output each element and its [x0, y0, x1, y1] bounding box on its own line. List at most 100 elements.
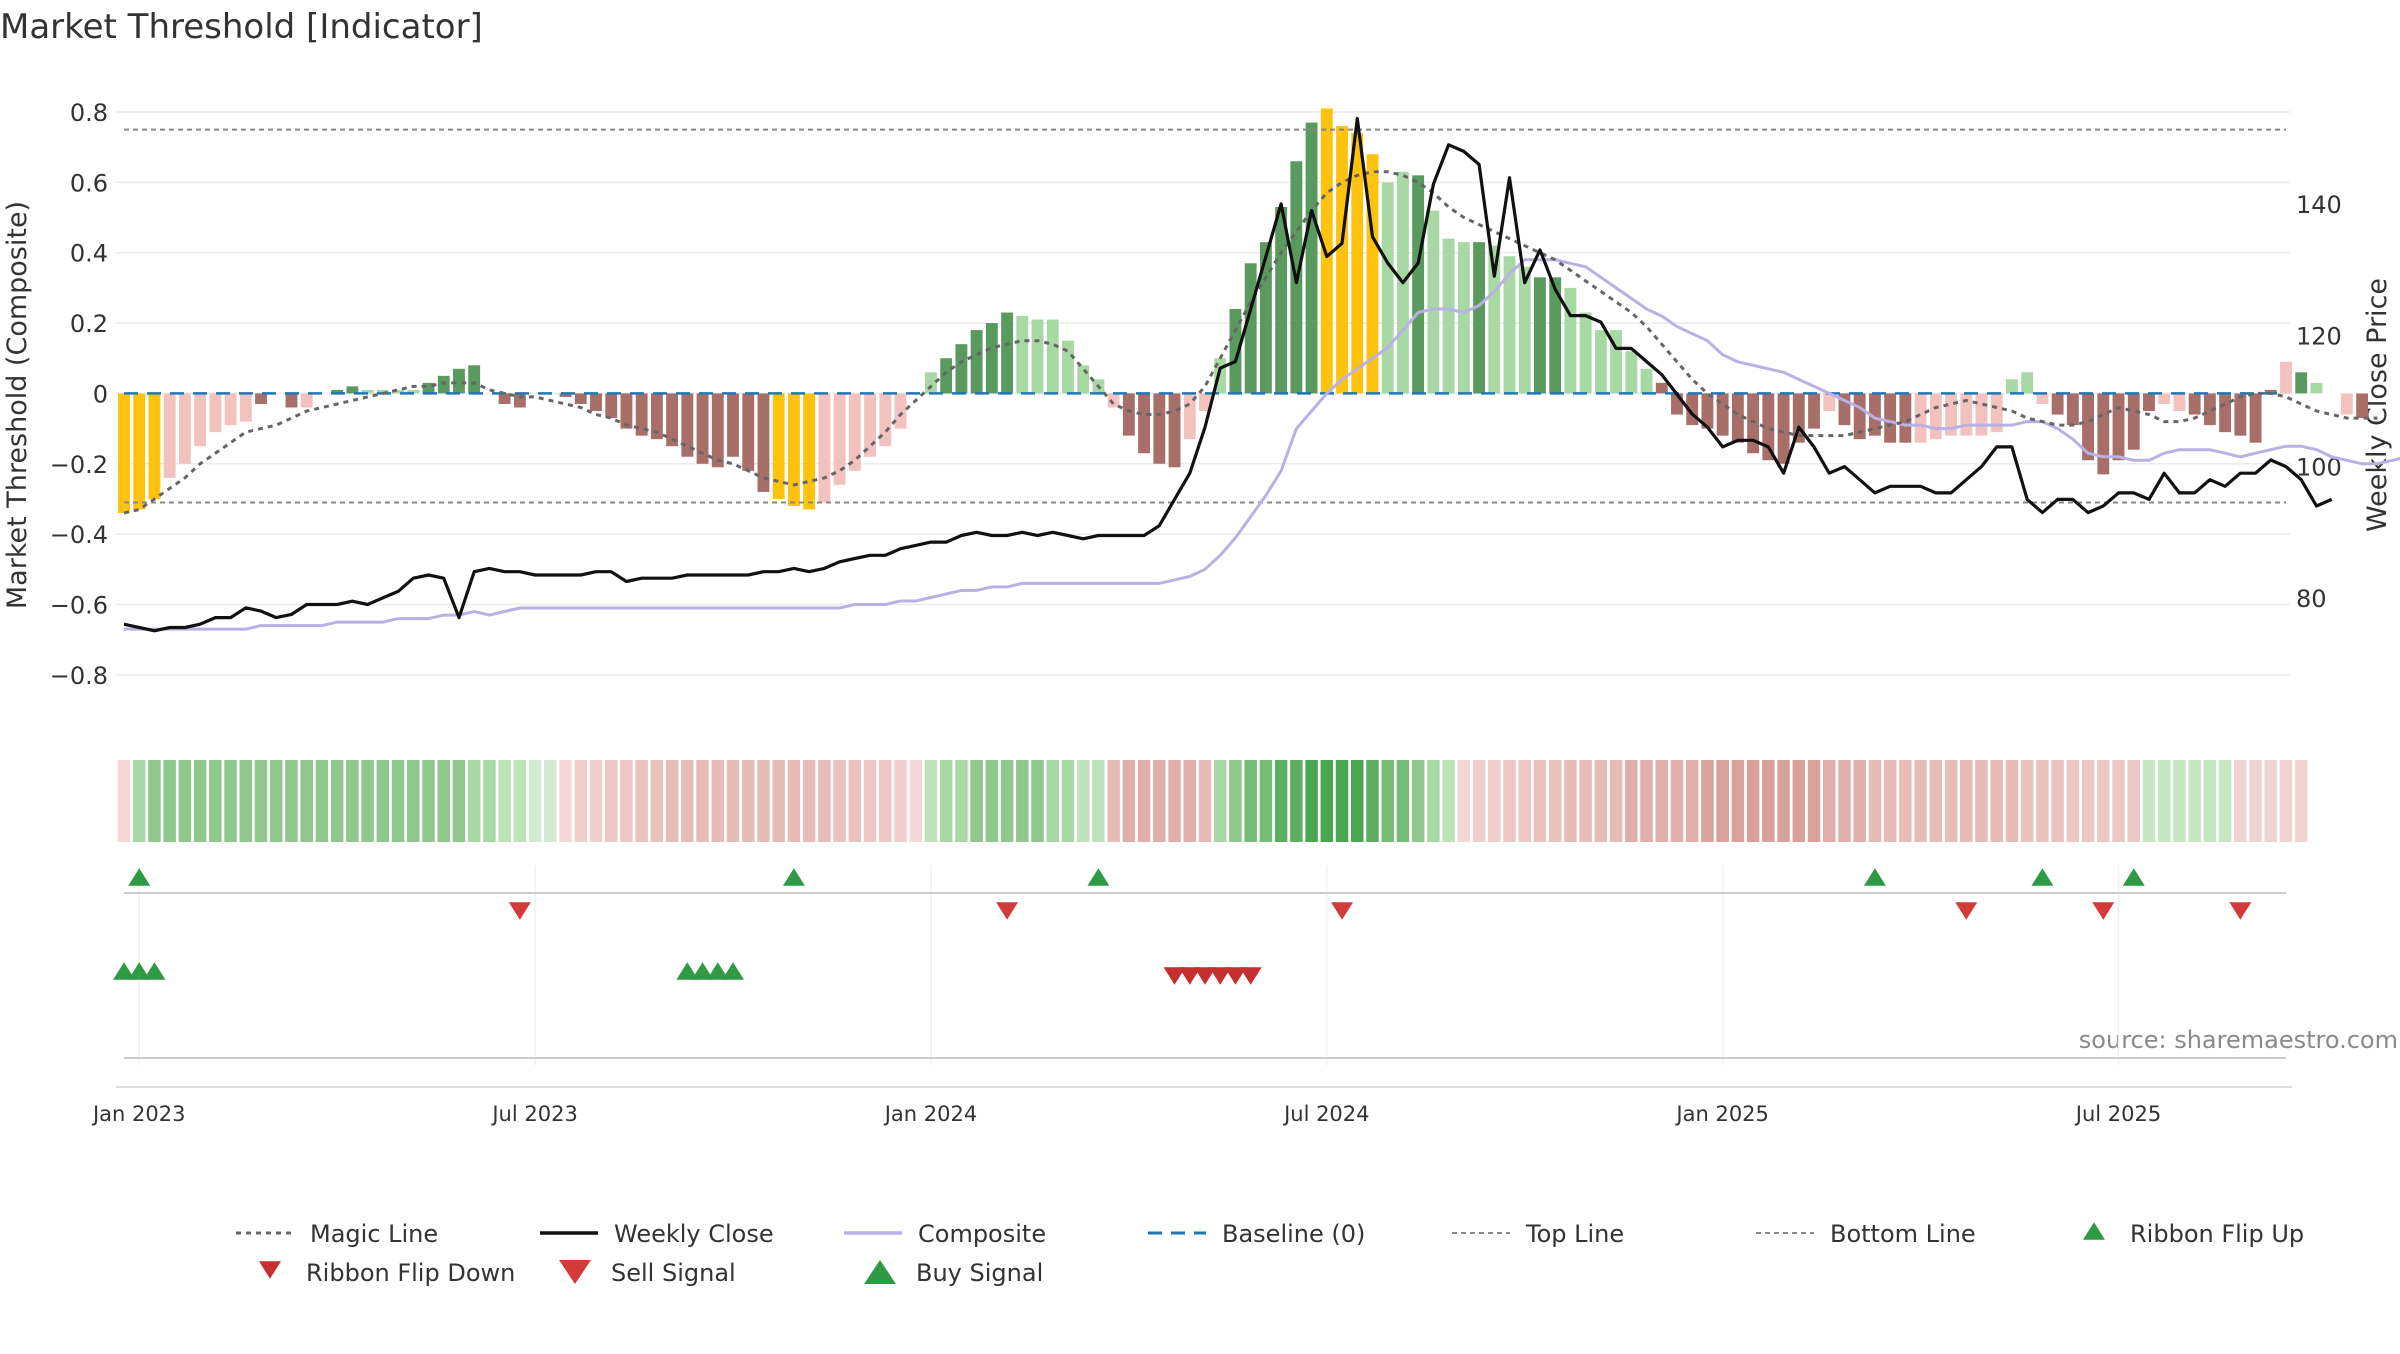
ribbon-cell — [848, 760, 862, 842]
composite-bar — [498, 393, 511, 404]
ribbon-cell — [2142, 760, 2156, 842]
y-left-tick-label: 0.4 — [70, 240, 108, 268]
composite-bar — [605, 393, 618, 419]
ribbon-cell — [574, 760, 588, 842]
composite-bar — [635, 393, 648, 436]
ribbon-cell — [1244, 760, 1257, 842]
composite-bar — [650, 393, 663, 440]
ribbon-cell — [1061, 760, 1075, 842]
ribbon-cell — [1640, 760, 1653, 842]
composite-bar — [178, 393, 191, 464]
composite-bar — [727, 393, 739, 457]
ribbon-cell — [1883, 760, 1897, 842]
legend-label-magic: Magic Line — [310, 1220, 438, 1248]
legend-item-bottom: Bottom Line — [1756, 1220, 1976, 1248]
composite-bar — [453, 368, 465, 394]
ribbon-cell — [2081, 760, 2095, 842]
legend-item-magic: Magic Line — [236, 1220, 438, 1248]
legend-label-flipdown: Ribbon Flip Down — [306, 1259, 515, 1287]
legend-label-top: Top Line — [1525, 1220, 1624, 1248]
composite-bar — [1107, 393, 1120, 408]
ribbon-cell — [1198, 760, 1212, 842]
ribbon-cell — [787, 760, 801, 842]
ribbon-cell — [224, 760, 237, 842]
composite-bar — [2280, 361, 2292, 394]
composite-bar — [1838, 393, 1851, 426]
buy-signal-marker — [128, 868, 151, 886]
y-left-tick-label: −0.2 — [50, 451, 108, 479]
ribbon-cell — [1929, 760, 1943, 842]
ribbon-cell — [437, 760, 450, 842]
ribbon-cell — [2279, 760, 2293, 842]
composite-bar — [2188, 393, 2201, 415]
ribbon-cell — [1655, 760, 1669, 842]
ribbon-cell — [1305, 760, 1318, 842]
ribbon-cell — [604, 760, 618, 842]
legend-label-buy: Buy Signal — [916, 1259, 1043, 1287]
composite-bar — [970, 330, 983, 394]
composite-bar — [1899, 393, 1912, 443]
ribbon-cell — [1899, 760, 1912, 842]
ribbon-cell — [985, 760, 999, 842]
composite-bar — [2295, 372, 2308, 394]
legend-label-baseline: Baseline (0) — [1222, 1220, 1365, 1248]
composite-line — [124, 258, 2400, 631]
composite-bar — [1610, 330, 1623, 394]
ribbon-flip-up-marker — [676, 962, 699, 980]
ribbon-cell — [955, 760, 968, 842]
ribbon-cell — [1153, 760, 1166, 842]
composite-bar — [407, 389, 420, 394]
ribbon-cell — [1914, 760, 1927, 842]
composite-bar — [1153, 393, 1166, 464]
ribbon-cell — [1411, 760, 1425, 842]
ribbon-cell — [1731, 760, 1745, 842]
composite-bar — [1229, 309, 1242, 394]
x-tick-label: Jan 2023 — [91, 1102, 186, 1126]
ribbon-cell — [1351, 760, 1364, 842]
source-credit: source: sharemaestro.com — [2079, 1026, 2398, 1054]
ribbon-cell — [1381, 760, 1394, 842]
composite-bar — [1488, 245, 1501, 394]
composite-bar — [1777, 393, 1790, 464]
ribbon-cell — [361, 760, 374, 842]
composite-bar — [2036, 393, 2049, 404]
y-right-tick-label: 80 — [2296, 585, 2327, 613]
composite-bar — [1199, 393, 1211, 412]
ribbon-cell — [1137, 760, 1151, 842]
composite-bar — [1686, 393, 1699, 426]
ribbon-cell — [1548, 760, 1562, 842]
ribbon-cell — [1990, 760, 2003, 842]
ribbon-cell — [1518, 760, 1531, 842]
composite-bar — [894, 393, 907, 429]
composite-bar — [848, 393, 861, 471]
ribbon-cell — [209, 760, 222, 842]
legend-label-composite: Composite — [918, 1220, 1046, 1248]
composite-bar — [1381, 182, 1394, 394]
ribbon-cell — [2264, 760, 2278, 842]
composite-bar — [376, 389, 389, 394]
composite-bar — [1868, 393, 1881, 436]
composite-bar — [955, 344, 968, 394]
sell-signal-marker — [1955, 902, 1978, 920]
ribbon-cell — [1457, 760, 1471, 842]
y-right-tick-label: 120 — [2296, 322, 2342, 350]
ribbon-cell — [635, 760, 648, 842]
ribbon-cell — [132, 760, 146, 842]
composite-bar — [2127, 393, 2140, 450]
ribbon-cell — [1838, 760, 1851, 842]
composite-bar — [2051, 393, 2064, 415]
composite-bar — [300, 393, 313, 408]
composite-bar — [1503, 256, 1516, 394]
ribbon-cell — [1822, 760, 1836, 842]
ribbon-cell — [741, 760, 755, 842]
ribbon-cell — [1016, 760, 1029, 842]
composite-bar — [1473, 242, 1485, 394]
sell-signal-marker — [2229, 902, 2252, 920]
composite-bar — [133, 393, 146, 510]
composite-bar — [940, 358, 953, 394]
y-left-tick-label: 0.2 — [70, 310, 108, 338]
ribbon-cell — [620, 760, 633, 842]
composite-bar — [1671, 393, 1683, 415]
composite-bar — [1914, 393, 1927, 443]
